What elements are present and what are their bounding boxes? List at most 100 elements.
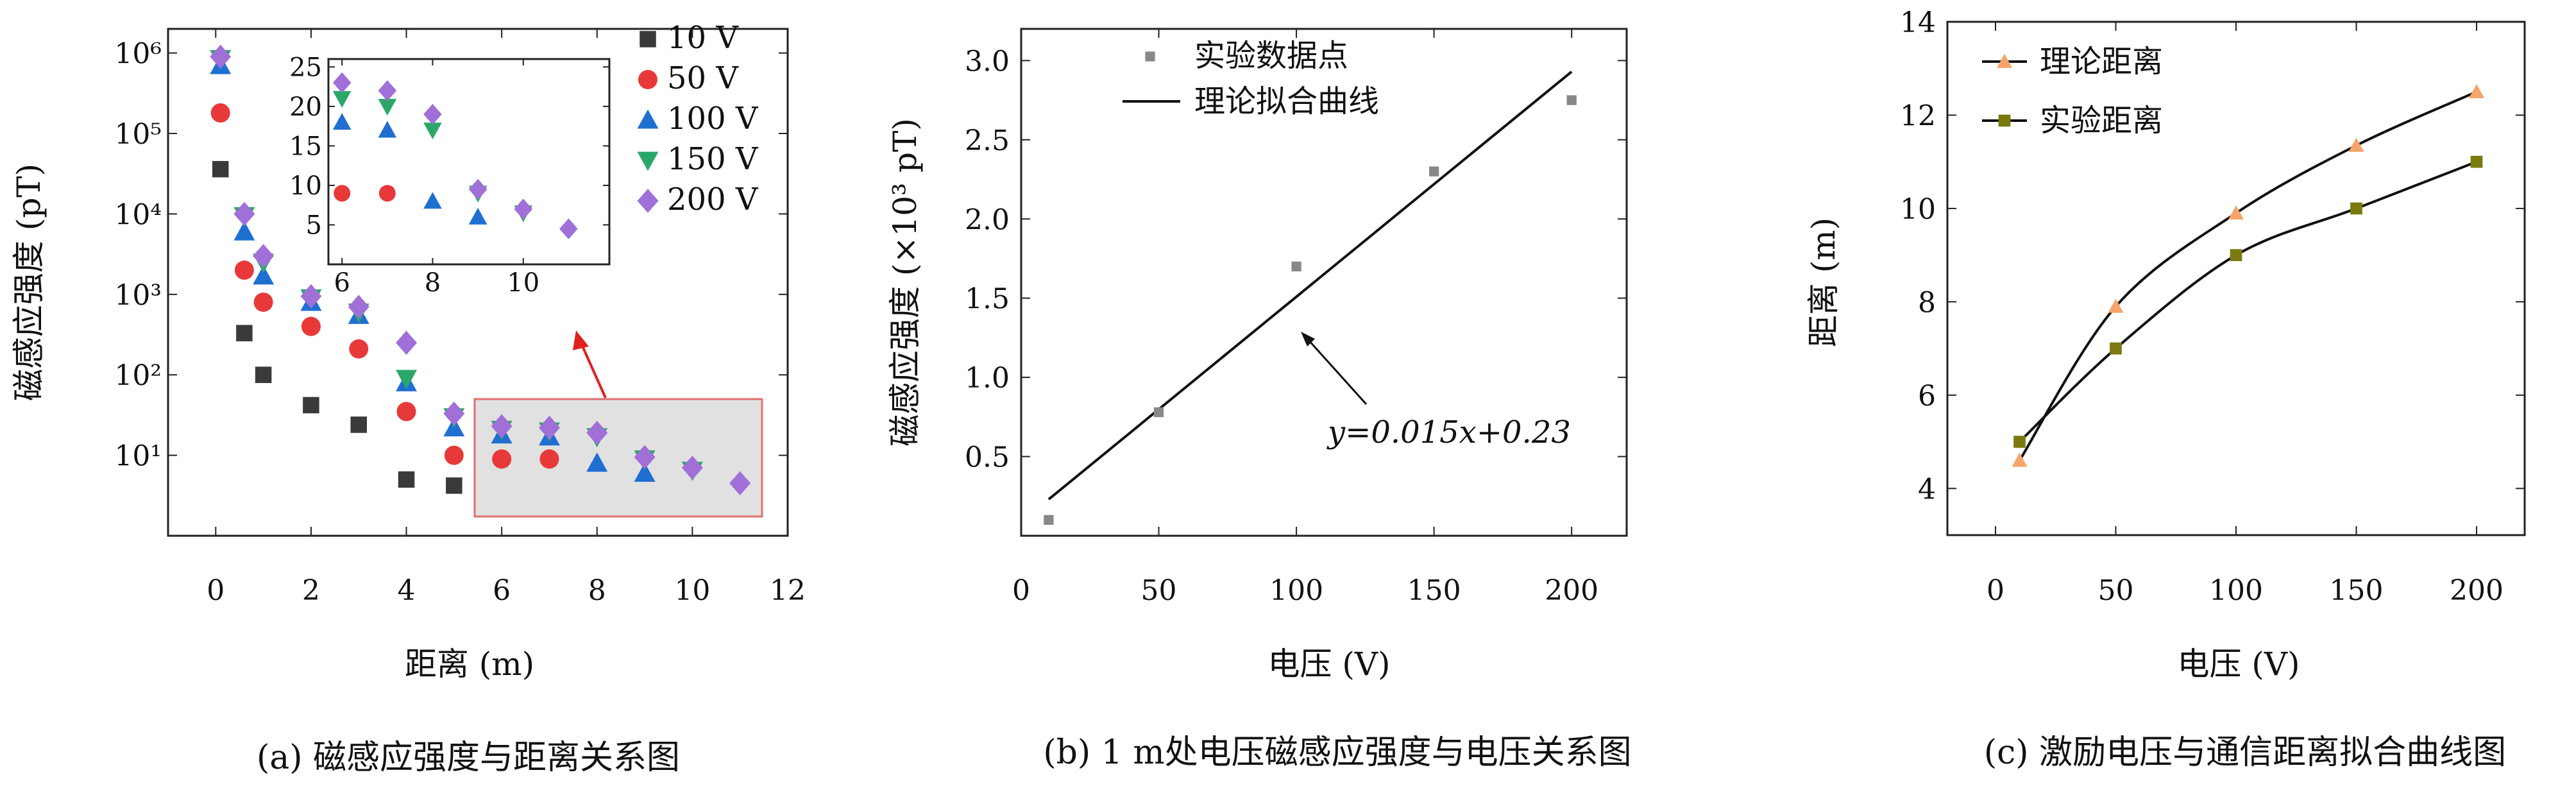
inset-y-tick-label: 10 <box>289 171 322 201</box>
data-point <box>236 325 253 341</box>
data-point <box>538 415 560 440</box>
inset-data-point <box>468 178 487 200</box>
panel-b: 0 50 100 150 200 0.5 1.0 1.5 2.0 2.5 3.0 电压 (V) 磁… <box>886 28 1632 772</box>
legend-marker <box>1996 53 2013 68</box>
plot-frame-a <box>167 28 789 537</box>
data-points-a <box>210 44 751 495</box>
data-point <box>2228 205 2244 220</box>
inset-x-tick-label: 6 <box>334 268 350 298</box>
data-point <box>586 452 608 472</box>
inset-data-point <box>378 185 396 202</box>
inset-data-point <box>332 113 352 130</box>
y-tick-label: 2.0 <box>965 203 1010 236</box>
y-axis-label-b: 磁感应强度 (×10³ pT) <box>886 118 924 447</box>
x-tick-label: 12 <box>770 574 806 607</box>
x-tick-label: 100 <box>2209 574 2263 607</box>
annotation-arrow-head <box>1301 332 1315 346</box>
data-point <box>2348 137 2364 152</box>
x-tick-label: 50 <box>1141 574 1177 607</box>
data-point <box>634 462 656 482</box>
x-tick-label: 0 <box>1987 574 2004 607</box>
data-point <box>586 420 608 445</box>
x-tick-label: 200 <box>2450 574 2504 607</box>
legend-label: 10 V <box>667 20 739 56</box>
x-tick-label: 4 <box>398 574 416 607</box>
data-point <box>300 284 322 309</box>
data-point <box>681 456 703 480</box>
data-point <box>212 160 229 178</box>
inset-y-tick-labels: 5 10 15 20 25 <box>289 53 322 240</box>
y-tick-label: 1.0 <box>965 362 1010 395</box>
plot-frame-b <box>1020 28 1628 537</box>
x-tick-label: 200 <box>1545 574 1598 607</box>
y-tick-label: 1.5 <box>965 283 1010 316</box>
data-point <box>253 244 275 268</box>
data-point <box>2230 249 2242 261</box>
x-tick-label: 2 <box>302 574 320 607</box>
data-point <box>253 292 273 312</box>
data-point <box>492 449 512 469</box>
zoom-arrow <box>580 343 607 398</box>
inset-data-point <box>378 121 397 138</box>
legend-marker <box>1998 114 2011 127</box>
legend-label: 50 V <box>667 60 739 96</box>
data-point <box>210 103 230 123</box>
x-tick-label: 10 <box>674 574 710 607</box>
inset-y-tick-label: 25 <box>289 53 322 82</box>
legend-marker <box>637 151 659 171</box>
x-tick-label: 0 <box>1012 574 1030 607</box>
inset-data-point <box>378 80 397 101</box>
caption-a: (a) 磁感应强度与距离关系图 <box>257 739 680 777</box>
inset-data-point <box>423 123 442 140</box>
data-point <box>255 366 272 383</box>
inset-y-tick-label: 20 <box>289 92 322 122</box>
data-point <box>233 201 255 226</box>
data-point <box>2468 83 2485 98</box>
data-points-b <box>1044 95 1577 525</box>
data-point <box>1153 407 1164 418</box>
data-point <box>396 330 418 355</box>
inset-data-point <box>332 72 352 94</box>
data-point <box>2013 436 2026 448</box>
inset-data-point <box>332 90 352 108</box>
data-point <box>1566 95 1577 105</box>
data-point <box>253 265 275 285</box>
x-tick-label: 6 <box>493 574 511 607</box>
data-point <box>2110 342 2122 355</box>
legend-label: 200 V <box>667 182 759 218</box>
y-tick-label: 0.5 <box>965 441 1010 474</box>
y-tick-label: 10 <box>1900 193 1936 226</box>
zoom-arrow-head <box>573 330 589 350</box>
data-point <box>2108 298 2124 313</box>
data-point <box>210 44 232 69</box>
x-tick-label: 100 <box>1269 574 1323 607</box>
legend-label: 实验距离 <box>2040 103 2163 139</box>
x-tick-labels-b: 0 50 100 150 200 <box>1012 574 1598 607</box>
y-tick-label: 10³ <box>114 279 162 312</box>
fit-curves-c <box>2018 90 2477 461</box>
data-point <box>729 471 751 495</box>
legend-label: 理论距离 <box>2040 44 2163 80</box>
inset-data-point <box>378 99 397 116</box>
y-tick-labels-a: 10¹ 10² 10³ 10⁴ 10⁵ 10⁶ <box>114 38 162 473</box>
inset-y-tick-label: 15 <box>289 132 322 161</box>
data-point <box>396 402 416 422</box>
inset-data-point <box>514 198 533 220</box>
inset-data-point <box>468 207 487 225</box>
y-tick-label: 10⁵ <box>114 118 162 151</box>
legend-label: 100 V <box>667 101 759 137</box>
panel-c: 0 50 100 150 200 4 6 8 10 12 14 电压 (V) 距离 (m) 理论距… <box>1805 6 2526 772</box>
inset-data-point <box>423 192 442 209</box>
inset-x-tick-labels: 6 8 10 <box>334 268 539 298</box>
data-point <box>301 316 321 336</box>
data-point <box>303 397 319 414</box>
x-tick-label: 150 <box>2330 574 2384 607</box>
caption-b: (b) 1 m处电压磁感应强度与电压关系图 <box>1043 733 1631 772</box>
data-point <box>348 295 369 319</box>
x-tick-labels-c: 0 50 100 150 200 <box>1987 574 2504 607</box>
inset-data-point <box>423 103 442 125</box>
data-point <box>1044 515 1054 525</box>
y-tick-label: 12 <box>1900 99 1936 132</box>
